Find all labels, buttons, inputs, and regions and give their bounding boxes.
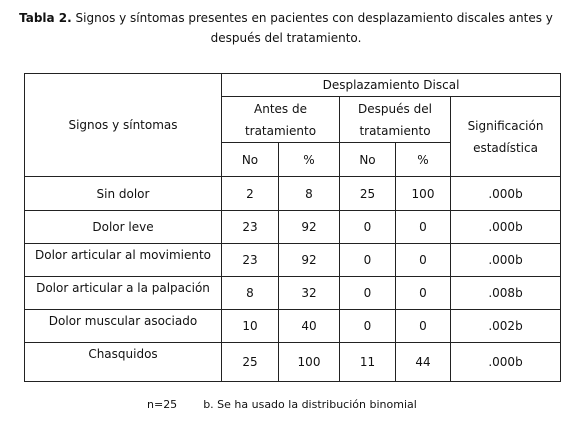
caption-text: Signos y síntomas presentes en pacientes… [75,11,553,45]
cell: 11 [339,342,396,382]
cell: 8 [221,276,279,310]
after-header: Después del tratamiento [339,96,451,143]
cell: 92 [278,210,340,244]
significance-header: Significación estadística [449,96,562,177]
table-row: Chasquidos 25 100 11 44.000b [24,342,562,382]
table-row: Dolor muscular asociado 10 40 0 0.002b [24,309,562,343]
cell: 25 [339,176,396,211]
cell: 100 [395,176,451,211]
table-row: Dolor articular al movimiento 23 92 0 0.000b [24,243,562,277]
cell: 0 [395,276,451,310]
cell: .002b [449,309,562,343]
group-header: Desplazamiento Discal [220,73,562,97]
no-header: No [221,142,279,177]
cell: 2 [221,176,279,211]
cell: 32 [278,276,340,310]
before-header: Antes de tratamiento [221,96,340,143]
cell: 8 [278,176,340,211]
footnote-note: b. Se ha usado la distribución binomial [203,398,417,411]
table-row: Sin dolor 2 8 25 100.000b [24,176,562,211]
row-label: Dolor articular a la palpación [24,276,222,310]
cell: 40 [278,309,340,343]
table-row: Dolor articular a la palpación 8 32 0 0.008b [24,276,562,310]
pct-header: % [278,142,340,177]
cell: .000b [449,342,562,382]
row-label: Dolor leve [24,210,222,244]
cell: 0 [395,243,451,277]
cell: 44 [395,342,451,382]
cell: 0 [339,243,396,277]
cell: 92 [278,243,340,277]
cell: .000b [449,243,562,277]
cell: 23 [221,210,279,244]
row-label: Sin dolor [24,176,222,211]
cell: 23 [221,243,279,277]
pct-header: % [395,142,451,177]
table: Signos y síntomas Desplazamiento Discal A… [24,73,562,382]
no-header: No [339,142,396,177]
caption: Tabla 2. Signos y síntomas presentes en … [12,8,560,48]
row-header: Signos y síntomas [24,73,222,177]
cell: .008b [449,276,562,310]
cell: 0 [395,210,451,244]
row-label: Chasquidos [24,342,222,382]
row-label: Dolor muscular asociado [24,309,222,343]
row-label: Dolor articular al movimiento [24,243,222,277]
cell: 100 [278,342,340,382]
footnote: n=25 b. Se ha usado la distribución binom… [147,398,417,411]
cell: .000b [449,176,562,211]
cell: 0 [339,276,396,310]
cell: 0 [395,309,451,343]
cell: 0 [339,309,396,343]
table-row: Dolor leve 23 92 0 0.000b [24,210,562,244]
cell: 0 [339,210,396,244]
cell: 10 [221,309,279,343]
footnote-n: n=25 [147,398,178,411]
caption-label: Tabla 2. [19,11,72,25]
cell: .000b [449,210,562,244]
cell: 25 [221,342,279,382]
